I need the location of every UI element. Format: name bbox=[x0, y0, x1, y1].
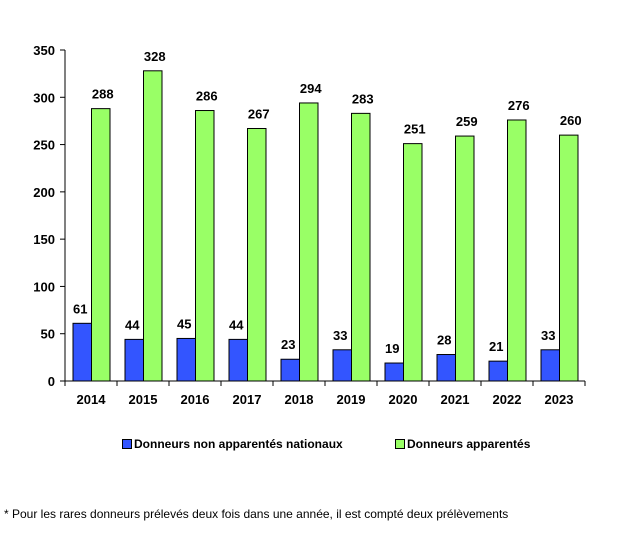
y-tick-label: 250 bbox=[33, 138, 55, 153]
legend-item-series-2: Donneurs apparentés bbox=[395, 437, 530, 451]
x-tick-label: 2014 bbox=[77, 392, 107, 407]
data-label-non-apparentes-2022: 21 bbox=[489, 339, 503, 354]
data-label-apparentes-2014: 288 bbox=[92, 87, 114, 102]
legend-item-series-1: Donneurs non apparentés nationaux bbox=[122, 437, 343, 451]
x-tick-label: 2017 bbox=[233, 392, 262, 407]
data-label-non-apparentes-2015: 44 bbox=[125, 317, 140, 332]
footnote: * Pour les rares donneurs prélevés deux … bbox=[4, 507, 509, 521]
bar-non-apparentes-2016 bbox=[176, 337, 196, 382]
x-tick-label: 2018 bbox=[285, 392, 314, 407]
bar-non-apparentes-2023 bbox=[540, 349, 560, 382]
bar-apparentes-2019 bbox=[351, 112, 371, 382]
y-tick-label: 350 bbox=[33, 43, 55, 58]
data-label-apparentes-2022: 276 bbox=[508, 98, 530, 113]
bar-apparentes-2021 bbox=[455, 135, 475, 382]
y-tick-label: 200 bbox=[33, 185, 55, 200]
y-tick-label: 0 bbox=[48, 374, 55, 389]
data-label-apparentes-2019: 283 bbox=[352, 91, 374, 106]
bar-apparentes-2015 bbox=[143, 70, 163, 382]
bar-non-apparentes-2015 bbox=[124, 338, 144, 382]
data-label-apparentes-2023: 260 bbox=[560, 113, 582, 128]
data-label-apparentes-2015: 328 bbox=[144, 49, 166, 64]
bar-apparentes-2022 bbox=[507, 119, 527, 382]
data-label-apparentes-2016: 286 bbox=[196, 89, 218, 104]
data-label-non-apparentes-2018: 23 bbox=[281, 337, 295, 352]
chart-legend: Donneurs non apparentés nationaux Donneu… bbox=[0, 437, 617, 457]
x-tick-label: 2019 bbox=[337, 392, 366, 407]
x-tick-label: 2015 bbox=[129, 392, 158, 407]
data-label-non-apparentes-2021: 28 bbox=[437, 333, 451, 348]
bar-non-apparentes-2020 bbox=[384, 362, 404, 382]
bar-non-apparentes-2014 bbox=[72, 322, 92, 382]
x-tick-label: 2016 bbox=[181, 392, 210, 407]
data-label-non-apparentes-2019: 33 bbox=[333, 328, 347, 343]
y-tick-label: 50 bbox=[41, 327, 55, 342]
x-tick-label: 2020 bbox=[389, 392, 418, 407]
bar-apparentes-2016 bbox=[195, 110, 215, 382]
legend-label-series-2: Donneurs apparentés bbox=[407, 437, 531, 451]
data-label-non-apparentes-2016: 45 bbox=[177, 316, 191, 331]
bar-apparentes-2018 bbox=[299, 102, 319, 382]
legend-label-series-1: Donneurs non apparentés nationaux bbox=[134, 437, 343, 451]
legend-swatch-series-2 bbox=[395, 439, 405, 449]
data-label-apparentes-2020: 251 bbox=[404, 122, 426, 137]
bar-non-apparentes-2017 bbox=[228, 338, 248, 382]
y-tick-label: 150 bbox=[33, 232, 55, 247]
bar-non-apparentes-2021 bbox=[436, 354, 456, 382]
bar-non-apparentes-2018 bbox=[280, 358, 300, 382]
bar-chart: 0 50 100 150 200 250 300 350 61 288 2014 44 328 2015 4… bbox=[33, 43, 586, 407]
data-label-apparentes-2018: 294 bbox=[300, 81, 322, 96]
data-label-non-apparentes-2014: 61 bbox=[73, 301, 87, 316]
bar-apparentes-2020 bbox=[403, 143, 423, 382]
bar-apparentes-2017 bbox=[247, 127, 267, 382]
data-label-apparentes-2017: 267 bbox=[248, 106, 270, 121]
data-label-non-apparentes-2020: 19 bbox=[385, 341, 399, 356]
y-tick-label: 300 bbox=[33, 90, 55, 105]
bar-apparentes-2014 bbox=[91, 108, 111, 382]
y-tick-label: 100 bbox=[33, 279, 55, 294]
data-label-non-apparentes-2023: 33 bbox=[541, 328, 555, 343]
x-tick-label: 2023 bbox=[545, 392, 574, 407]
legend-swatch-series-1 bbox=[122, 439, 132, 449]
data-label-non-apparentes-2017: 44 bbox=[229, 317, 244, 332]
data-label-apparentes-2021: 259 bbox=[456, 114, 478, 129]
bar-non-apparentes-2022 bbox=[488, 360, 508, 382]
x-tick-label: 2021 bbox=[441, 392, 470, 407]
bar-non-apparentes-2019 bbox=[332, 349, 352, 382]
x-tick-label: 2022 bbox=[493, 392, 522, 407]
bar-apparentes-2023 bbox=[559, 134, 579, 382]
